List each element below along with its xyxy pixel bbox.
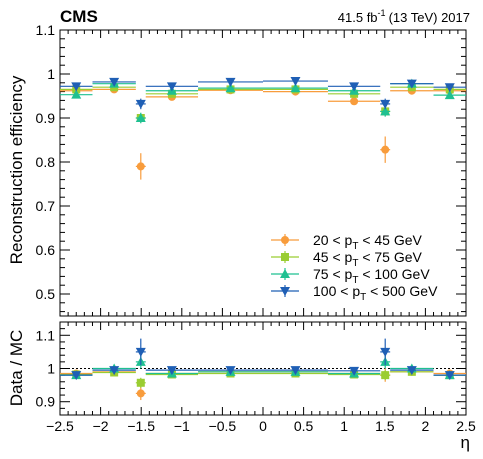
legend-label-3: 100 < pT < 500 GeV xyxy=(313,283,438,303)
data-point xyxy=(135,113,146,122)
top-y-tick-label: 0.9 xyxy=(36,110,56,126)
x-tick-label: 0.5 xyxy=(294,418,314,434)
legend-marker-0 xyxy=(281,236,289,244)
top-y-tick-label: 0.8 xyxy=(36,154,56,170)
y-axis-title-bottom: Data / MC xyxy=(7,330,26,407)
x-tick-label: 1 xyxy=(340,418,348,434)
bottom-y-tick-label: 1.1 xyxy=(36,327,56,343)
data-point xyxy=(166,82,177,92)
data-point xyxy=(136,162,145,171)
x-tick-label: 1.5 xyxy=(375,418,395,434)
x-tick-label: 0 xyxy=(259,418,267,434)
data-point xyxy=(225,83,236,93)
data-point xyxy=(444,371,455,381)
data-point xyxy=(349,366,360,376)
data-point xyxy=(381,371,390,380)
bottom-series-3 xyxy=(60,338,466,381)
lumi-label: 41.5 fb-1 (13 TeV) 2017 xyxy=(338,8,470,25)
x-tick-label: −1.5 xyxy=(127,418,155,434)
bottom-y-tick-label: 1 xyxy=(47,361,55,377)
bottom-y-tick-label: 0.9 xyxy=(36,394,56,410)
top-series-2 xyxy=(60,78,466,124)
x-tick-label: −0.5 xyxy=(209,418,237,434)
efficiency-panel: 0.5 0.6 0.7 0.8 0.9 1 1.1 xyxy=(36,22,467,317)
data-point xyxy=(135,99,146,109)
x-axis-title: η xyxy=(461,433,470,452)
data-point xyxy=(444,90,455,100)
data-point xyxy=(290,83,301,93)
data-point xyxy=(380,99,391,109)
top-y-tick-label: 1 xyxy=(47,66,55,82)
legend-label-1: 45 < pT < 75 GeV xyxy=(313,249,423,269)
top-y-tick-label: 0.5 xyxy=(36,286,56,302)
x-tick-label: −2 xyxy=(93,418,109,434)
legend-marker-2 xyxy=(280,269,290,278)
top-y-tick-label: 0.7 xyxy=(36,198,56,214)
top-y-tick-label: 0.6 xyxy=(36,242,56,258)
data-point xyxy=(225,77,236,87)
ratio-panel: 0.9 1 1.1 −2.5 −2 −1.5 −1 −0.5 0 0.5 1 1.5 2 2.5 xyxy=(36,321,476,434)
data-point xyxy=(166,366,177,376)
data-point xyxy=(225,366,236,376)
data-point xyxy=(71,371,82,381)
legend-marker-3 xyxy=(280,287,290,296)
data-point xyxy=(135,347,146,357)
y-axis-title-top: Reconstruction efficiency xyxy=(7,75,26,264)
lumi-value: 41.5 fb xyxy=(338,10,378,25)
legend-label-0: 20 < pT < 45 GeV xyxy=(313,232,423,252)
bottom-series-1 xyxy=(60,367,466,388)
data-point xyxy=(136,389,145,398)
legend-marker-1 xyxy=(281,253,289,261)
x-tick-label: −2.5 xyxy=(46,418,74,434)
data-point xyxy=(109,366,120,376)
data-point xyxy=(290,77,301,87)
data-point xyxy=(380,347,391,357)
data-point xyxy=(350,97,359,106)
data-point xyxy=(109,77,120,87)
top-y-tick-label: 1.1 xyxy=(36,22,56,38)
data-point xyxy=(406,79,417,89)
data-point xyxy=(349,82,360,92)
energy-label: (13 TeV) 2017 xyxy=(389,10,470,25)
data-point xyxy=(406,366,417,376)
data-point xyxy=(136,378,145,387)
data-point xyxy=(71,89,82,99)
data-point xyxy=(71,82,82,92)
data-point xyxy=(380,106,391,116)
x-tick-label: 2.5 xyxy=(456,418,476,434)
data-point xyxy=(444,83,455,93)
lumi-superscript: -1 xyxy=(378,8,386,18)
data-point xyxy=(290,366,301,376)
data-point xyxy=(381,145,390,154)
bottom-series-2 xyxy=(60,355,466,380)
top-series-3 xyxy=(60,77,466,110)
experiment-label: CMS xyxy=(60,7,98,26)
legend-label-2: 75 < pT < 100 GeV xyxy=(313,266,430,286)
header: CMS 41.5 fb-1 (13 TeV) 2017 xyxy=(60,7,470,26)
x-tick-label: 2 xyxy=(422,418,430,434)
x-tick-label: −1 xyxy=(174,418,190,434)
top-series-0 xyxy=(60,85,466,180)
